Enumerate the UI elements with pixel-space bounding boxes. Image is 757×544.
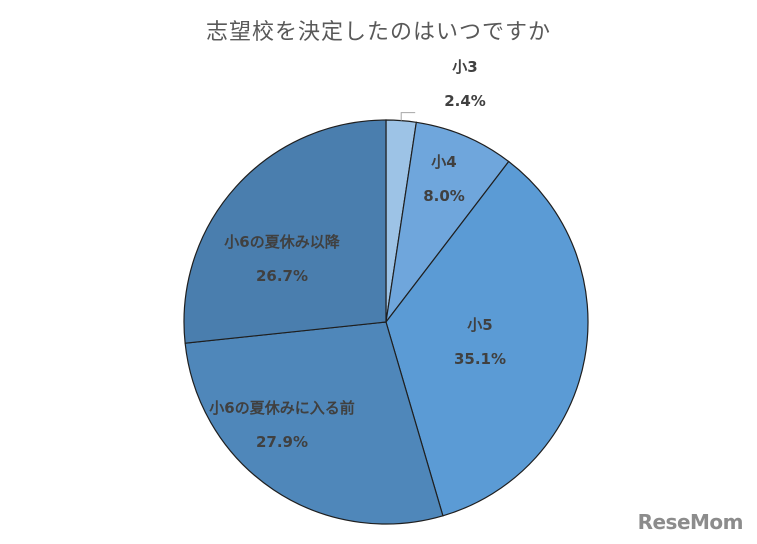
slice-category-label: 小6の夏休み以降 — [224, 233, 340, 251]
slice-category-label: 小6の夏休みに入る前 — [209, 399, 354, 417]
slice-value-label: 2.4% — [444, 92, 486, 110]
slice-category-label: 小4 — [431, 153, 456, 171]
slice-value-label: 27.9% — [256, 433, 308, 451]
resemom-logo: ReseMom — [637, 510, 744, 534]
pie-slice-4 — [183, 119, 387, 344]
slice-value-label: 8.0% — [423, 187, 465, 205]
pie-slice-2 — [385, 160, 589, 517]
pie-slice-1 — [385, 121, 510, 323]
slice-category-label: 小5 — [467, 316, 492, 334]
slice-value-label: 35.1% — [454, 350, 506, 368]
leader-line — [400, 112, 416, 121]
chart-title: 志望校を決定したのはいつですか — [205, 20, 551, 45]
slice-category-label: 小3 — [452, 58, 477, 76]
slice-value-label: 26.7% — [256, 267, 308, 285]
pie-slice-3 — [184, 321, 444, 525]
